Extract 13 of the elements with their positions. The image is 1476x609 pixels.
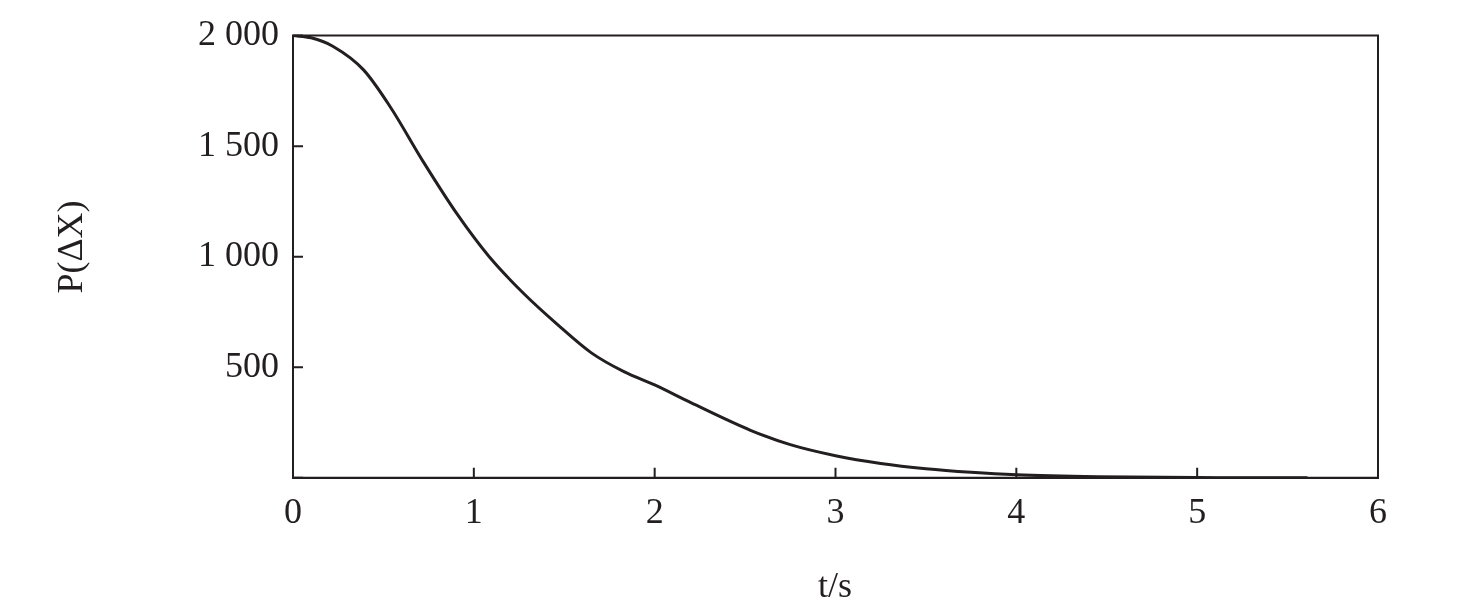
x-tick-label: 4 (1007, 490, 1026, 531)
y-tick-label: 500 (225, 344, 279, 385)
y-tick-label: 1 000 (198, 234, 279, 275)
x-tick-label: 0 (284, 490, 302, 531)
y-axis-title: P(ΔX) (49, 200, 91, 294)
x-tick-label: 5 (1188, 490, 1207, 531)
x-tick-label: 6 (1369, 490, 1387, 531)
x-tick-label: 2 (645, 490, 664, 531)
y-tick-label: 1 500 (198, 123, 279, 164)
y-tick-label: 2 000 (198, 13, 279, 54)
x-axis-title: t/s (817, 564, 853, 606)
x-tick-label: 3 (826, 490, 845, 531)
x-tick-label: 1 (464, 490, 483, 531)
